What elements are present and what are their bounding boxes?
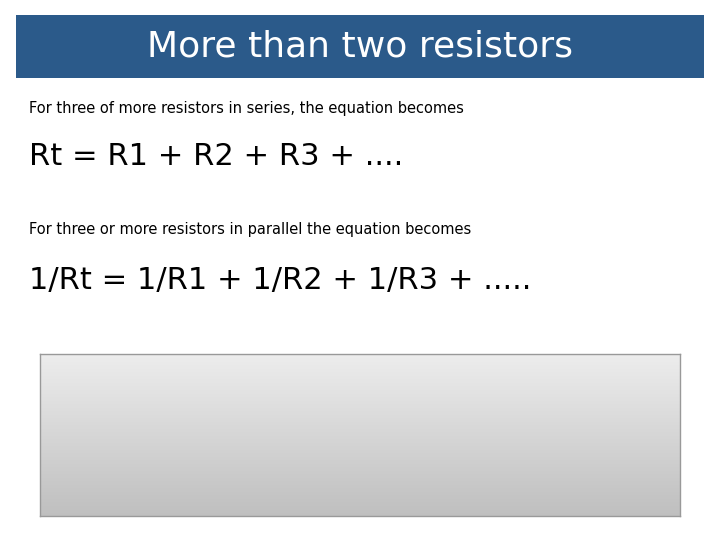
FancyBboxPatch shape [16, 15, 704, 78]
Text: More than two resistors: More than two resistors [147, 30, 573, 63]
Text: Rt = (R1 x R2) / (R1 + R2): Rt = (R1 x R2) / (R1 + R2) [187, 415, 533, 441]
Text: 1/Rt = 1/R1 + 1/R2 + 1/R3 + .....: 1/Rt = 1/R1 + 1/R2 + 1/R3 + ..... [29, 266, 531, 295]
Text: Rt = R1 + R2 + R3 + ....: Rt = R1 + R2 + R3 + .... [29, 142, 403, 171]
Text: The equation: The equation [314, 369, 406, 383]
Text: For three or more resistors in parallel the equation becomes: For three or more resistors in parallel … [29, 222, 471, 237]
Text: is a special case for two resistors in parallel: is a special case for two resistors in p… [192, 472, 528, 488]
Text: For three of more resistors in series, the equation becomes: For three of more resistors in series, t… [29, 100, 464, 116]
